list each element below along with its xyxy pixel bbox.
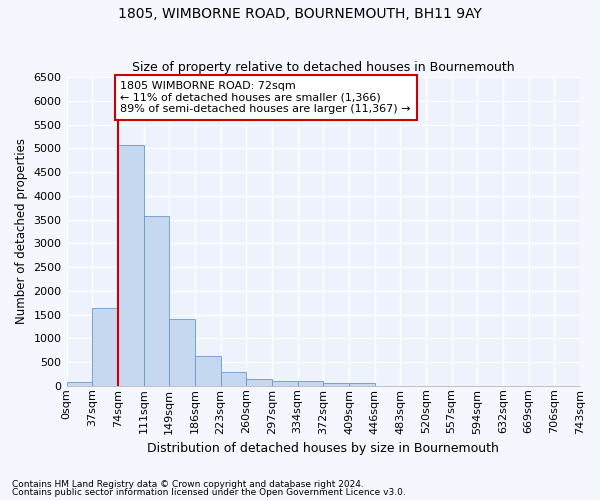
Bar <box>195 356 221 386</box>
Y-axis label: Number of detached properties: Number of detached properties <box>15 138 28 324</box>
Bar <box>323 383 349 386</box>
Bar <box>92 308 118 386</box>
X-axis label: Distribution of detached houses by size in Bournemouth: Distribution of detached houses by size … <box>148 442 499 455</box>
Bar <box>246 378 272 386</box>
Text: Contains public sector information licensed under the Open Government Licence v3: Contains public sector information licen… <box>12 488 406 497</box>
Bar <box>67 382 92 386</box>
Bar <box>272 380 298 386</box>
Text: 1805, WIMBORNE ROAD, BOURNEMOUTH, BH11 9AY: 1805, WIMBORNE ROAD, BOURNEMOUTH, BH11 9… <box>118 8 482 22</box>
Bar <box>298 382 323 386</box>
Title: Size of property relative to detached houses in Bournemouth: Size of property relative to detached ho… <box>132 62 515 74</box>
Text: Contains HM Land Registry data © Crown copyright and database right 2024.: Contains HM Land Registry data © Crown c… <box>12 480 364 489</box>
Bar <box>169 319 195 386</box>
Bar <box>118 146 143 386</box>
Bar <box>221 372 246 386</box>
Bar <box>143 216 169 386</box>
Bar <box>349 383 374 386</box>
Text: 1805 WIMBORNE ROAD: 72sqm
← 11% of detached houses are smaller (1,366)
89% of se: 1805 WIMBORNE ROAD: 72sqm ← 11% of detac… <box>121 81 411 114</box>
